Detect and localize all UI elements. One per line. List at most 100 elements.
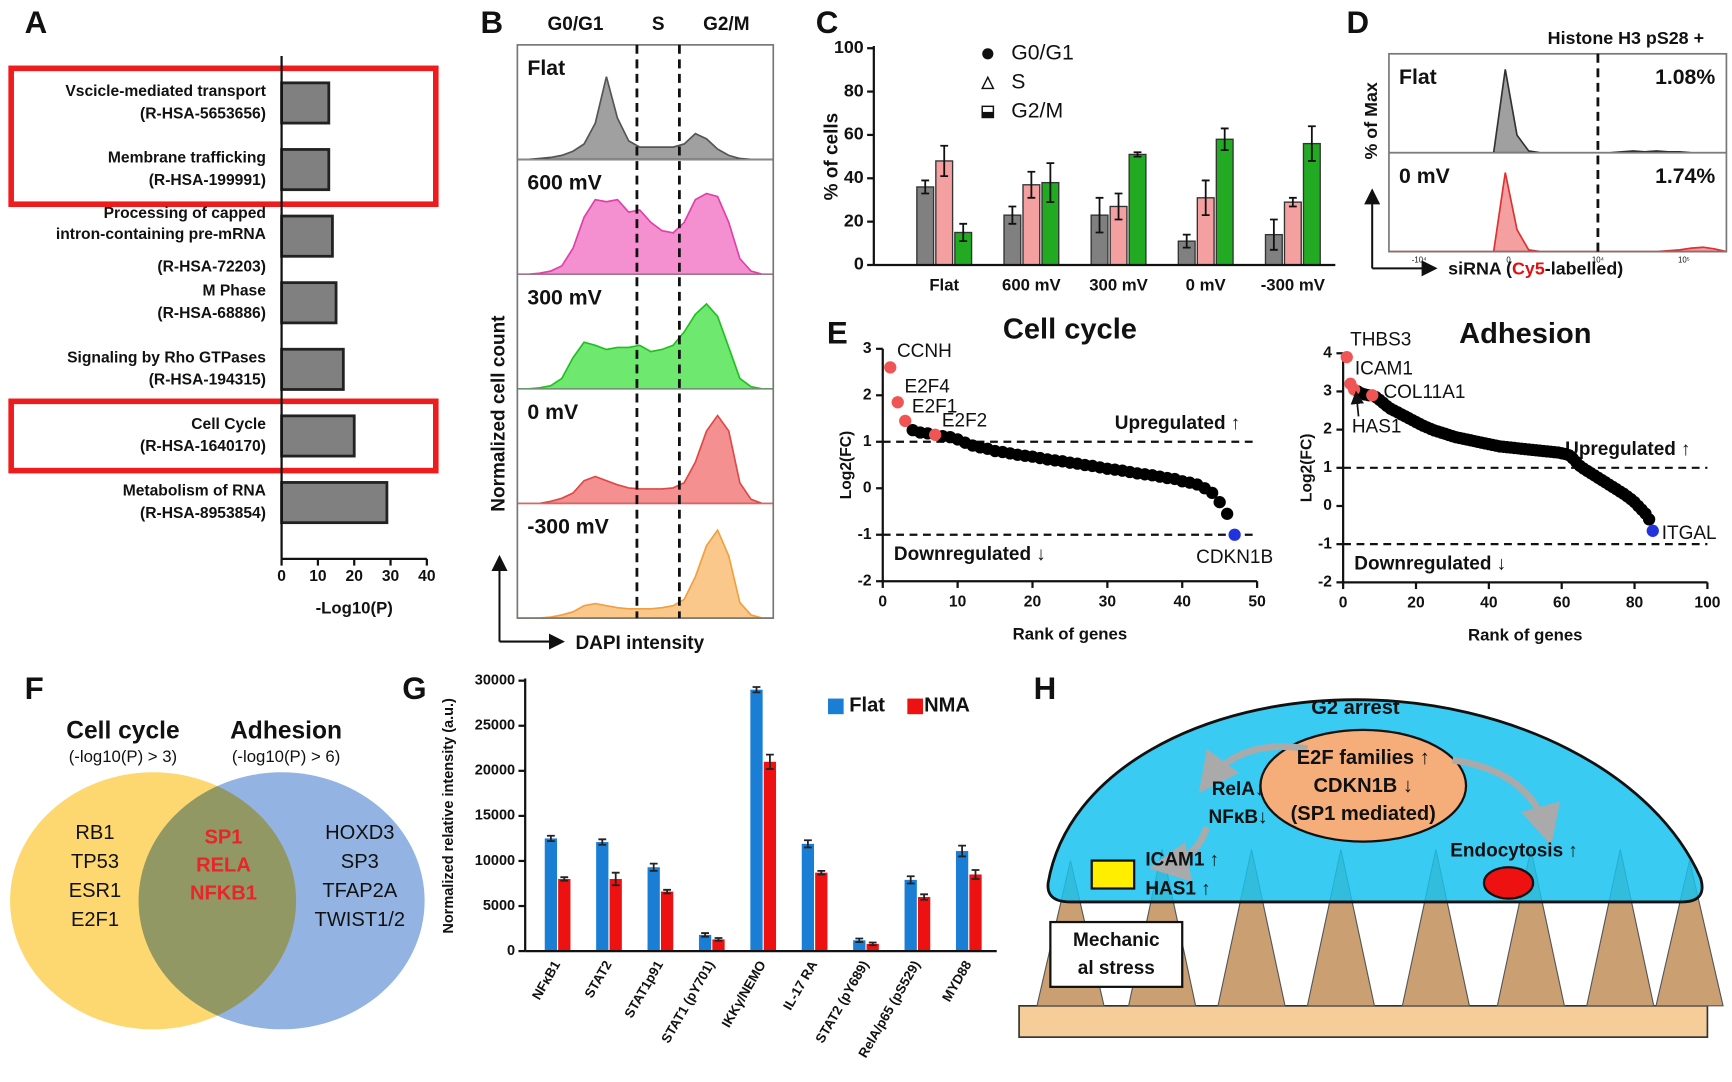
category-label: Vscicle-mediated transport (65, 83, 266, 100)
venn-item: SP3 (341, 851, 379, 873)
category-id: (R-HSA-199991) (149, 172, 266, 189)
x-axis-label: DAPI intensity (575, 633, 704, 654)
category-label: Cell Cycle (191, 416, 266, 433)
row-label: 300 mV (527, 286, 601, 309)
schematic-label: NFκB↓ (1209, 807, 1268, 828)
x-tick-label: 0 (1339, 595, 1348, 612)
category-id: (R-HSA-8953854) (140, 505, 266, 522)
spike (1217, 849, 1286, 1007)
gene-point (1228, 528, 1241, 541)
category-id: (R-HSA-5653656) (140, 105, 266, 122)
y-axis-label: Normalized relative intensity (a.u.) (441, 698, 457, 934)
panel-label: A (25, 5, 48, 40)
threshold-label: Upregulated ↑ (1565, 439, 1691, 460)
x-axis-label-part: siRNA ( (1448, 258, 1512, 278)
schematic-label: E2F families ↑ (1297, 747, 1430, 769)
error-bar (752, 686, 761, 694)
bar (815, 872, 828, 952)
x-axis-label-part: -labelled) (1545, 258, 1623, 278)
error-bar (817, 869, 826, 876)
gene-label: CDKN1B (1196, 547, 1273, 568)
flow-arrow (1452, 756, 1560, 846)
x-tick-label: 20 (1024, 594, 1042, 611)
category-label: M Phase (203, 283, 267, 300)
y-tick-label: 2 (1323, 421, 1332, 438)
x-tick-label: 40 (1174, 594, 1192, 611)
histogram-area (517, 302, 774, 390)
bar (280, 148, 331, 192)
x-axis-label: Rank of genes (1468, 625, 1583, 644)
error-bar (1307, 125, 1316, 162)
gene-label: E2F2 (942, 410, 987, 431)
x-tick-label: 600 mV (1002, 276, 1061, 295)
error-bar (959, 222, 968, 243)
gene-label: ITGAL (1662, 523, 1717, 544)
y-tick-label: -2 (1318, 573, 1332, 590)
spike (1306, 849, 1376, 1007)
x-tick-label: Flat (929, 276, 959, 295)
substrate (1018, 1005, 1709, 1038)
threshold-label: Upregulated ↑ (1115, 413, 1241, 434)
histogram-area (517, 192, 774, 275)
schematic-label: (SP1 mediated) (1291, 803, 1436, 825)
category-label: Metabolism of RNA (123, 483, 266, 500)
bar (1128, 153, 1147, 266)
error-bar (971, 869, 980, 880)
error-bar (598, 838, 607, 846)
venn-item: ESR1 (69, 880, 122, 902)
venn-item: E2F1 (71, 909, 119, 931)
y-tick-label: 1 (1323, 459, 1332, 476)
gene-label: E2F1 (912, 396, 957, 417)
x-tick-label: 40 (1480, 595, 1498, 612)
gene-label: E2F4 (904, 377, 949, 398)
spike (1655, 860, 1724, 1007)
x-tick-label: 60 (1553, 595, 1571, 612)
spike (1401, 849, 1471, 1007)
phase-label: S (652, 14, 665, 35)
x-tick-label: 20 (346, 568, 364, 585)
panel-label: C (816, 5, 839, 40)
bar (698, 934, 712, 952)
stress-box (1049, 920, 1184, 988)
legend-swatch (907, 698, 923, 715)
y-tick-label: 10000 (475, 853, 515, 869)
gene-point (1646, 524, 1659, 537)
row-label: 0 mV (1399, 165, 1450, 188)
venn (10, 772, 425, 1030)
error-bar (958, 844, 967, 858)
category-id: (R-HSA-68886) (157, 305, 266, 322)
threshold-label: Downregulated ↓ (894, 544, 1046, 565)
category-label: Processing of capped intron-containing pr… (56, 205, 266, 243)
y-axis-label: Log2(FC) (1299, 434, 1316, 503)
x-tick-label: -300 mV (1261, 276, 1326, 295)
error-bar (714, 937, 723, 942)
chart-title: Histone H3 pS28 + (1548, 28, 1704, 48)
y-axis-label: Normalized cell count (489, 315, 510, 512)
legend-marker (981, 75, 995, 90)
x-tick-label: 30 (382, 568, 400, 585)
x-tick-label: 0 (1506, 256, 1511, 265)
gene-point (1213, 496, 1226, 509)
bar (916, 186, 935, 266)
y-tick-label: 60 (844, 124, 864, 144)
gene-label: COL11A1 (1383, 382, 1465, 403)
x-tick-label: 10⁵ (1678, 256, 1690, 265)
legend-label: G2/M (1011, 100, 1063, 123)
adhesion-molecule (1090, 859, 1136, 890)
threshold-label: Downregulated ↓ (1354, 553, 1506, 574)
gene-point (929, 428, 942, 441)
bar (280, 481, 389, 525)
category-label: Signaling by Rho GTPases (67, 349, 266, 366)
error-bar (611, 871, 620, 887)
x-tick-label: 0 (277, 568, 286, 585)
flow-arrow (1148, 825, 1210, 882)
error-bar (868, 941, 877, 947)
legend-label: Flat (849, 695, 885, 717)
y-tick-label: 0 (854, 254, 864, 274)
x-tick-label: 10 (309, 568, 327, 585)
error-bar (1220, 127, 1229, 151)
y-tick-label: -2 (858, 572, 872, 589)
y-tick-label: 20000 (475, 763, 515, 779)
x-axis-label-part: Cy5 (1512, 258, 1545, 278)
x-tick-label: -10⁴ (1412, 256, 1427, 265)
